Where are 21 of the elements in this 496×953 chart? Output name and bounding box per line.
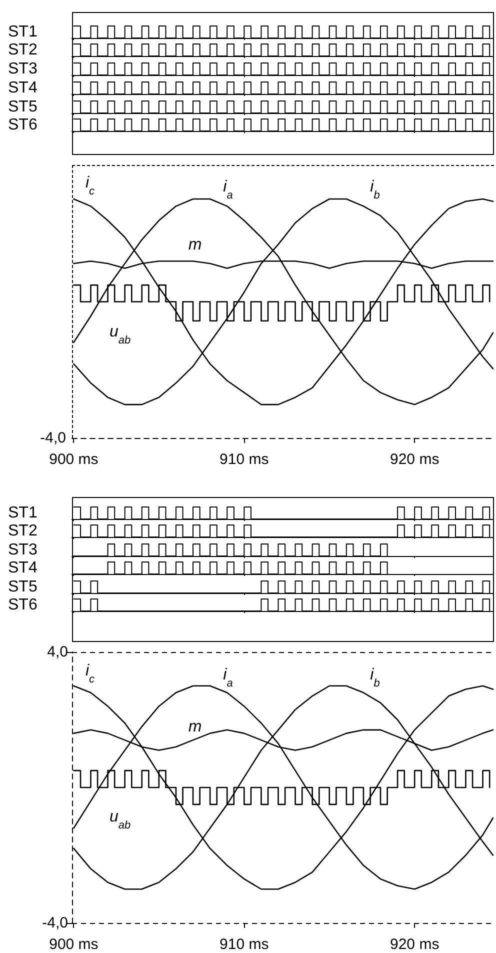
y-axis-title: ST4 [8, 80, 38, 96]
y-axis-title: ST6 [8, 116, 38, 134]
y-axis-title: ST2 [8, 522, 38, 540]
y-axis-title: ST3 [8, 542, 38, 558]
y-axis-title: ST6 [8, 596, 38, 614]
x-tick-label: 900 ms [49, 936, 98, 953]
series-label: m [188, 718, 202, 736]
y-tick-label: 4,0 [47, 644, 68, 660]
y-axis-title: ST4 [8, 560, 38, 576]
x-tick-label: 910 ms [220, 936, 269, 953]
y-axis-title: ST2 [8, 42, 38, 58]
y-axis-title: ST5 [8, 578, 38, 596]
x-tick-label: 920 ms [390, 936, 440, 953]
x-tick-label: 900 ms [49, 451, 98, 468]
x-tick-label: 910 ms [220, 451, 269, 468]
x-tick-label: 920 ms [390, 451, 440, 468]
y-axis-title: ST5 [8, 98, 38, 116]
y-axis-title: ST1 [8, 24, 38, 40]
series-label: m [188, 236, 202, 254]
y-axis-title: ST1 [8, 504, 38, 522]
y-axis-title: ST3 [8, 60, 38, 78]
